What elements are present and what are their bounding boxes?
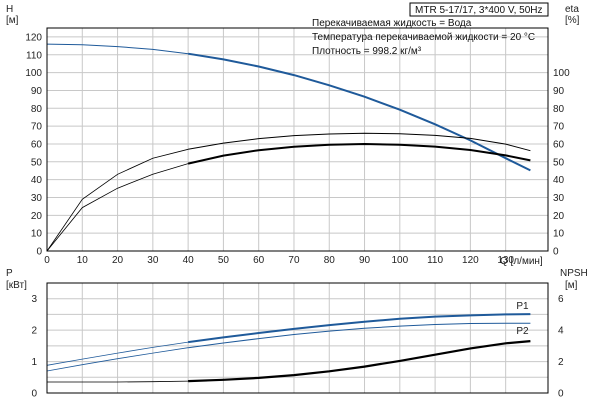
top-y2-tick-label: 20 [553,211,565,222]
bottom-y-tick-label: 1 [31,357,37,368]
x-tick-label: 120 [462,255,479,266]
top-y2-tick-label: 70 [553,122,565,133]
bottom-y-tick-label: 0 [31,389,37,400]
bottom-y-tick-label: 3 [31,294,37,305]
top-y2-tick-label: 50 [553,157,565,168]
top-y-tick-label: 40 [31,175,43,186]
curves [46,43,531,383]
top-xlabel: Q [л/мин] [500,256,543,267]
x-tick-label: 20 [112,255,124,266]
top-y-tick-label: 120 [25,32,42,43]
top-y2-tick-label: 100 [553,68,570,79]
x-tick-label: 100 [391,255,408,266]
top-plot-frame [46,27,549,252]
top-y-tick-label: 110 [26,50,42,61]
top-y-tick-label: 50 [31,157,43,168]
bottom-y2-tick-label: 6 [558,294,564,305]
p1-curve-thin [46,341,189,366]
eta-pump-curve [187,142,531,165]
top-y2-tick-label: 60 [553,139,565,150]
top-y-tick-label: 20 [31,211,43,222]
x-tick-label: 110 [427,255,443,266]
top-y-tick-label: 0 [36,247,42,258]
info-line-density: Плотность = 998.2 кг/м³ [312,46,422,57]
x-tick-label: 60 [253,255,265,266]
x-tick-label: 70 [288,255,300,266]
top-y2-tick-label: 80 [553,104,565,115]
top-yunit: [м] [6,15,19,26]
legend-p2: P2 [516,326,529,337]
x-tick-label: 90 [359,255,371,266]
tick-labels: 0 10 20 30 40 50 60 70 80 90 100 110 120 130010203040… [25,32,570,399]
bottom-y-tick-label: 2 [31,326,37,337]
npsh-curve [188,340,531,383]
x-tick-label: 30 [147,255,159,266]
bottom-grid [46,283,548,393]
x-tick-label: 80 [324,255,336,266]
top-y-tick-label: 100 [25,68,42,79]
bottom-y2-tick-label: 4 [558,326,564,337]
model-label: MTR 5-17/17, 3*400 V, 50Hz [415,5,542,16]
bottom-plot-frame [46,282,549,394]
x-tick-label: 40 [183,255,195,266]
eta-total-curve-thin [46,148,189,252]
top-y-tick-label: 60 [31,139,43,150]
model-label-box [409,2,549,17]
top-y2-tick-label: 0 [553,247,559,258]
x-tick-label: 50 [218,255,230,266]
top-y2-tick-label: 10 [553,229,565,240]
legend-p1: P1 [516,301,529,312]
eta-pump-curve-thin [46,163,189,252]
top-grid [46,28,548,252]
x-tick-label: 10 [77,255,89,266]
top-y-tick-label: 90 [31,86,43,97]
eta-total-curve [188,132,531,152]
p2-curve-thin [46,347,189,372]
top-y-tick-label: 70 [31,122,43,133]
top-y2-tick-label: 40 [553,175,565,186]
top-y-tick-label: 30 [31,193,43,204]
top-ylabel: H [6,4,13,15]
bottom-y2-tick-label: 0 [558,389,564,400]
bottom-yunit: [кВт] [6,280,27,291]
top-y-tick-label: 10 [31,229,43,240]
top-y2label: eta [565,4,579,15]
p2-curve [188,322,531,349]
info-line-temperature: Температура перекачиваемой жидкости = 20… [312,32,535,43]
bottom-y2unit: [м] [565,280,578,291]
top-y-tick-label: 80 [31,104,43,115]
top-y2-tick-label: 30 [553,193,565,204]
bottom-y2label: NPSH [560,268,588,279]
x-tick-label: 0 [44,255,50,266]
top-y2-tick-label: 90 [553,86,565,97]
bottom-y2-tick-label: 2 [558,357,564,368]
info-line-liquid: Перекачиваемая жидкость = Вода [312,18,472,29]
head-curve [187,52,531,172]
head-curve-thin [46,43,189,55]
x-tick-label: 130 [497,255,514,266]
npsh-curve-thin [47,380,189,383]
p1-curve [187,313,531,344]
top-y2unit: [%] [565,15,580,26]
bottom-ylabel: P [6,268,13,279]
